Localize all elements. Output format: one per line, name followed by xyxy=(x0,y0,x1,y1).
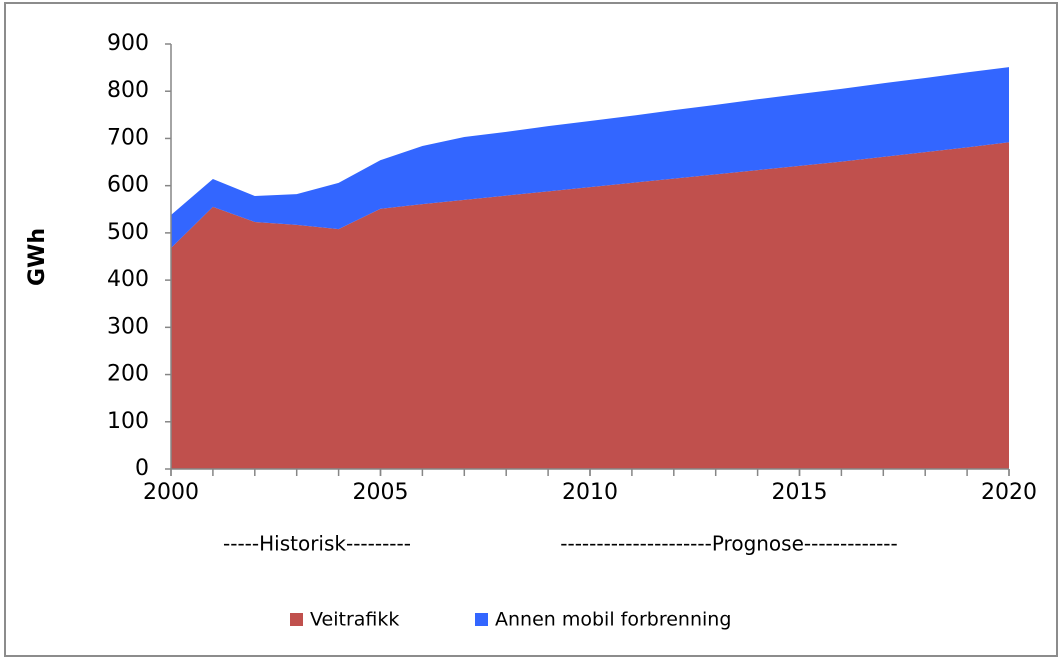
y-tick-label: 500 xyxy=(107,220,149,245)
x-tick-label: 2005 xyxy=(353,480,409,505)
legend-label: Annen mobil forbrenning xyxy=(495,609,731,631)
area xyxy=(171,67,1009,248)
y-tick-label: 900 xyxy=(107,31,149,56)
x-tick-label: 2010 xyxy=(562,480,618,505)
y-axis-label: GWh xyxy=(25,228,50,286)
annotation: ---------------------Prognose-----------… xyxy=(560,532,897,556)
legend-label: Veitrafikk xyxy=(310,609,399,631)
y-tick-label: 100 xyxy=(107,409,149,434)
x-tick-label: 2020 xyxy=(981,480,1037,505)
area xyxy=(171,142,1009,469)
y-tick-label: 200 xyxy=(107,362,149,387)
y-tick-label: 800 xyxy=(107,78,149,103)
x-tick-label: 2015 xyxy=(772,480,828,505)
legend-swatch xyxy=(290,613,303,626)
y-tick-label: 400 xyxy=(107,267,149,292)
y-tick-label: 0 xyxy=(135,456,149,481)
y-tick-label: 300 xyxy=(107,314,149,339)
y-tick-label: 600 xyxy=(107,173,149,198)
x-tick-label: 2000 xyxy=(143,480,199,505)
legend-swatch xyxy=(475,613,488,626)
annotation: -----Historisk--------- xyxy=(223,532,411,556)
y-tick-label: 700 xyxy=(107,125,149,150)
